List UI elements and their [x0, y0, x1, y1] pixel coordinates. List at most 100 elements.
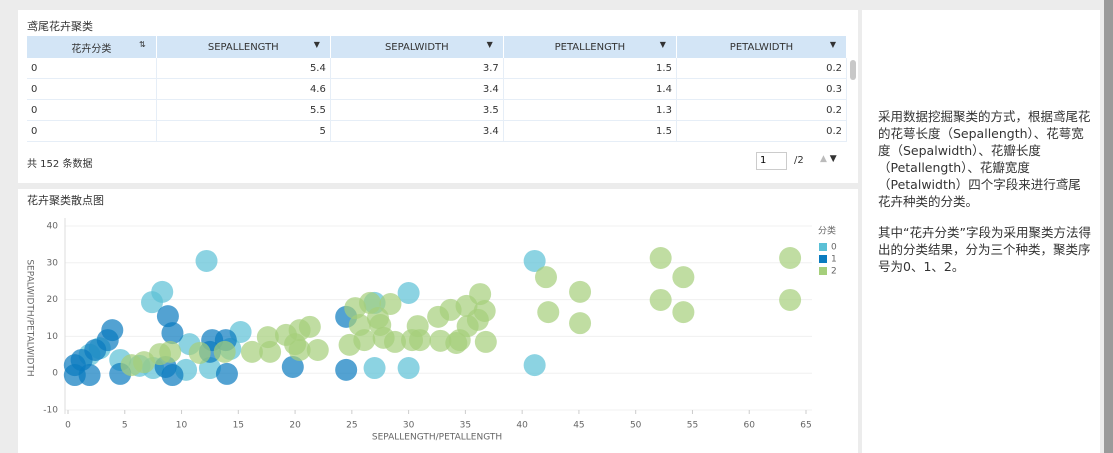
header-text: SEPALWIDTH — [384, 41, 449, 53]
y-tick-label: 30 — [47, 258, 59, 268]
page-input[interactable]: 1 — [756, 152, 787, 170]
data-point — [672, 266, 695, 289]
data-point — [353, 329, 376, 352]
y-tick-label: 0 — [52, 369, 58, 379]
table-cell: 5 — [156, 120, 331, 142]
data-point — [397, 357, 420, 380]
x-tick-label: 65 — [800, 421, 811, 431]
x-tick-label: 40 — [516, 421, 528, 431]
data-point — [215, 362, 238, 385]
header-text: PETALWIDTH — [729, 41, 794, 53]
legend-label: 2 — [831, 267, 837, 277]
data-point — [469, 283, 492, 306]
scrollbar[interactable] — [850, 60, 856, 80]
x-tick-label: 25 — [346, 421, 357, 431]
y-tick-label: 40 — [47, 222, 59, 232]
table-cell: 0.2 — [676, 58, 848, 79]
y-axis-label: SEPALWIDTH/PETALWIDTH — [25, 259, 35, 376]
legend-swatch — [819, 255, 827, 263]
table-cell: 5.4 — [156, 58, 331, 79]
x-tick-label: 60 — [744, 421, 756, 431]
column-header: PETALWIDTH ▼ — [676, 36, 848, 58]
table-cell: 3.4 — [330, 120, 504, 142]
sort-icon[interactable]: ▼ — [486, 40, 493, 49]
table-row: 0 4.6 3.4 1.4 0.3 — [27, 78, 848, 100]
data-point — [120, 354, 143, 377]
table-cell: 0 — [27, 78, 157, 100]
page-scrollbar[interactable] — [1104, 0, 1113, 453]
table-cell: 1.5 — [503, 58, 677, 79]
header-text: SEPALLENGTH — [207, 41, 279, 53]
page-total: /2 — [794, 155, 804, 166]
x-tick-label: 30 — [403, 421, 415, 431]
data-point — [397, 281, 420, 304]
table-cell: 0.3 — [676, 78, 848, 100]
table-cell: 3.4 — [330, 78, 504, 100]
data-point — [101, 319, 124, 342]
data-point — [284, 333, 307, 356]
x-tick-label: 15 — [233, 421, 244, 431]
row-count: 共 152 条数据 — [27, 159, 93, 170]
data-point — [649, 288, 672, 311]
legend-swatch — [819, 267, 827, 275]
x-tick-label: 5 — [122, 421, 128, 431]
data-point — [363, 357, 386, 380]
data-point — [156, 305, 179, 328]
legend-label: 0 — [831, 243, 837, 253]
column-header: 花卉分类 ⇅ — [27, 36, 157, 58]
data-point — [141, 291, 164, 314]
data-point — [213, 340, 236, 363]
data-point — [240, 340, 263, 363]
table-cell: 1.3 — [503, 99, 677, 121]
sort-icon[interactable]: ⇅ — [139, 40, 146, 49]
x-tick-label: 45 — [573, 421, 584, 431]
legend-title: 分类 — [818, 225, 836, 237]
data-point — [649, 247, 672, 270]
data-point — [779, 288, 802, 311]
chart-panel: 花卉聚类散点图 -10 0 10 20 30 40 0 5 10 15 20 25 30 35 40 45 50… — [18, 189, 858, 453]
header-text: 花卉分类 — [71, 43, 112, 55]
data-point — [306, 339, 329, 362]
data-point — [188, 341, 211, 364]
table-cell: 0.2 — [676, 120, 848, 142]
data-point — [401, 329, 424, 352]
data-point — [335, 358, 358, 381]
x-tick-label: 35 — [460, 421, 471, 431]
y-tick-label: 20 — [47, 295, 59, 305]
sort-icon[interactable]: ▼ — [313, 40, 320, 49]
data-point — [161, 322, 184, 345]
table-cell: 0 — [27, 99, 157, 121]
column-header: PETALLENGTH ▼ — [503, 36, 677, 58]
table-cell: 4.6 — [156, 78, 331, 100]
table-cell: 0 — [27, 120, 157, 142]
table-row: 0 5 3.4 1.5 0.2 — [27, 120, 848, 142]
sort-icon[interactable]: ▼ — [829, 40, 836, 49]
data-point — [569, 280, 592, 303]
data-point — [456, 315, 479, 338]
chart-title: 花卉聚类散点图 — [27, 193, 104, 207]
sort-icon[interactable]: ▼ — [659, 40, 666, 49]
page-arrows[interactable]: ▲ ▼ — [820, 154, 837, 164]
table-row: 0 5.5 3.5 1.3 0.2 — [27, 99, 848, 121]
header-text: PETALLENGTH — [554, 41, 626, 53]
table-cell: 3.5 — [330, 99, 504, 121]
data-point — [672, 301, 695, 324]
data-point — [259, 340, 282, 363]
data-point — [537, 301, 560, 324]
data-point — [474, 330, 497, 353]
legend-label: 1 — [831, 255, 837, 265]
x-tick-label: 55 — [687, 421, 698, 431]
column-header: SEPALLENGTH ▼ — [156, 36, 331, 58]
description-panel: 采用数据挖掘聚类的方式，根据鸢尾花的花萼长度（Sepallength）、花萼宽度… — [862, 10, 1100, 453]
x-tick-label: 10 — [176, 421, 188, 431]
data-point — [298, 315, 321, 338]
table-cell: 5.5 — [156, 99, 331, 121]
table-cell: 3.7 — [330, 58, 504, 79]
column-header: SEPALWIDTH ▼ — [330, 36, 504, 58]
panel-title: 鸢尾花卉聚类 — [27, 20, 93, 33]
data-point — [78, 364, 101, 387]
data-point — [281, 355, 304, 378]
data-point — [383, 330, 406, 353]
